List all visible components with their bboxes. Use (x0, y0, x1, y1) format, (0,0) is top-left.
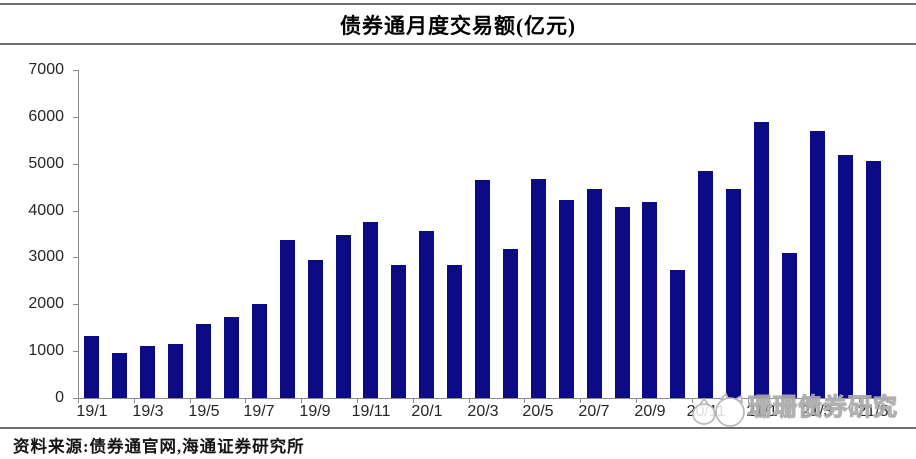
y-axis-label: 7000 (28, 61, 64, 78)
y-tick (73, 164, 78, 165)
x-axis-label: 19/9 (299, 403, 331, 420)
bar (140, 346, 155, 398)
bar (642, 202, 657, 398)
x-tick (887, 399, 888, 403)
y-axis-label: 3000 (28, 248, 64, 265)
x-axis-label: 21/1 (746, 403, 778, 420)
title-separator-rule (0, 43, 916, 45)
bar (336, 235, 351, 398)
x-tick (301, 399, 302, 403)
y-axis-label: 0 (55, 389, 64, 406)
x-tick (245, 399, 246, 403)
bar (280, 240, 295, 398)
bar (587, 189, 602, 398)
bottom-rule (0, 427, 916, 429)
y-axis-label: 5000 (28, 155, 64, 172)
x-tick (580, 399, 581, 403)
x-axis-label: 19/5 (188, 403, 220, 420)
x-axis-label: 19/3 (132, 403, 164, 420)
bar (754, 122, 769, 398)
bar (531, 179, 546, 398)
x-tick (803, 399, 804, 403)
x-tick (524, 399, 525, 403)
bar-chart: 0 1000 2000 3000 4000 5000 6000 7000 19/1 19/3 19/… (0, 50, 916, 430)
y-axis-label: 6000 (28, 108, 64, 125)
bar (391, 265, 406, 398)
x-tick (469, 399, 470, 403)
x-axis-label: 21/3 (801, 403, 833, 420)
x-axis-label: 20/5 (522, 403, 554, 420)
x-axis-label: 21/5 (857, 403, 889, 420)
bar (698, 171, 713, 398)
y-axis-line (78, 70, 79, 399)
x-tick (748, 399, 749, 403)
y-axis-label: 1000 (28, 342, 64, 359)
bar (782, 253, 797, 398)
x-tick (190, 399, 191, 403)
y-axis-label: 2000 (28, 295, 64, 312)
top-rule (0, 3, 916, 5)
bar (615, 207, 630, 398)
bar (112, 353, 127, 398)
x-axis-label: 19/11 (351, 403, 391, 420)
bar (224, 317, 239, 398)
bar (810, 131, 825, 398)
x-axis-label: 19/1 (76, 403, 108, 420)
bar (252, 304, 267, 398)
bar (726, 189, 741, 398)
y-tick (73, 257, 78, 258)
y-tick (73, 211, 78, 212)
x-axis-label: 20/9 (634, 403, 666, 420)
x-tick (692, 399, 693, 403)
bar (363, 222, 378, 398)
y-tick (73, 351, 78, 352)
y-tick (73, 398, 78, 399)
x-axis-label: 20/1 (411, 403, 443, 420)
cat-logo-icon (690, 391, 748, 434)
bar (559, 200, 574, 398)
x-axis-line (78, 398, 888, 399)
bar (308, 260, 323, 398)
chart-title: 债券通月度交易额(亿元) (340, 14, 576, 38)
y-axis-label: 4000 (28, 202, 64, 219)
bar (475, 180, 490, 398)
x-axis-label: 19/7 (243, 403, 275, 420)
x-tick (413, 399, 414, 403)
x-tick (859, 399, 860, 403)
x-tick (357, 399, 358, 403)
bar (838, 155, 853, 398)
bar (168, 344, 183, 398)
watermark: 珊珊债券研究 (690, 391, 898, 434)
y-tick (73, 117, 78, 118)
bar (447, 265, 462, 398)
bar (670, 270, 685, 398)
bar (196, 324, 211, 398)
x-tick (134, 399, 135, 403)
source-note: 资料来源:债券通官网,海通证券研究所 (13, 437, 305, 456)
x-tick (636, 399, 637, 403)
watermark-text: 珊珊债券研究 (747, 394, 898, 421)
x-tick (78, 399, 79, 403)
y-tick (73, 304, 78, 305)
bar (84, 336, 99, 398)
bar (503, 249, 518, 398)
x-axis-label: 20/7 (578, 403, 610, 420)
x-axis-label: 20/3 (467, 403, 499, 420)
y-tick (73, 70, 78, 71)
bar (866, 161, 881, 398)
bar (419, 231, 434, 398)
